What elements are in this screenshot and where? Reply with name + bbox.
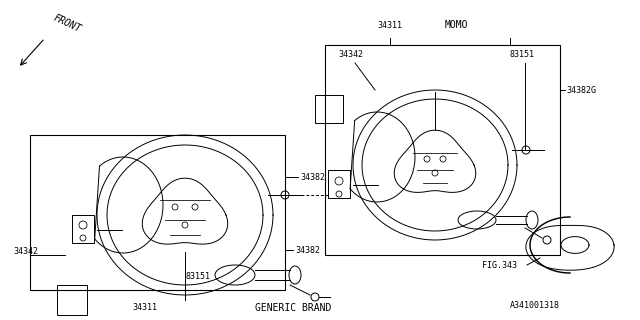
Bar (315, 95, 343, 123)
Bar (30, 135, 285, 290)
Bar (72, 215, 94, 243)
Bar (57, 285, 87, 315)
Text: 34342: 34342 (13, 247, 38, 256)
Text: GENERIC BRAND: GENERIC BRAND (255, 303, 332, 313)
Text: 34382: 34382 (295, 245, 320, 254)
Text: FIG.343: FIG.343 (482, 260, 517, 269)
Text: 34342: 34342 (338, 50, 363, 59)
Text: 34311: 34311 (378, 21, 403, 30)
Bar (325, 45, 560, 255)
Text: FRONT: FRONT (52, 12, 83, 34)
Text: 83151: 83151 (510, 50, 535, 59)
Text: 34311: 34311 (132, 303, 157, 312)
Text: 83151: 83151 (186, 272, 211, 281)
Bar (328, 170, 350, 198)
Text: 34382G: 34382G (566, 85, 596, 94)
Text: A341001318: A341001318 (510, 301, 560, 310)
Text: MOMO: MOMO (445, 20, 468, 30)
Text: 34382: 34382 (300, 172, 325, 181)
